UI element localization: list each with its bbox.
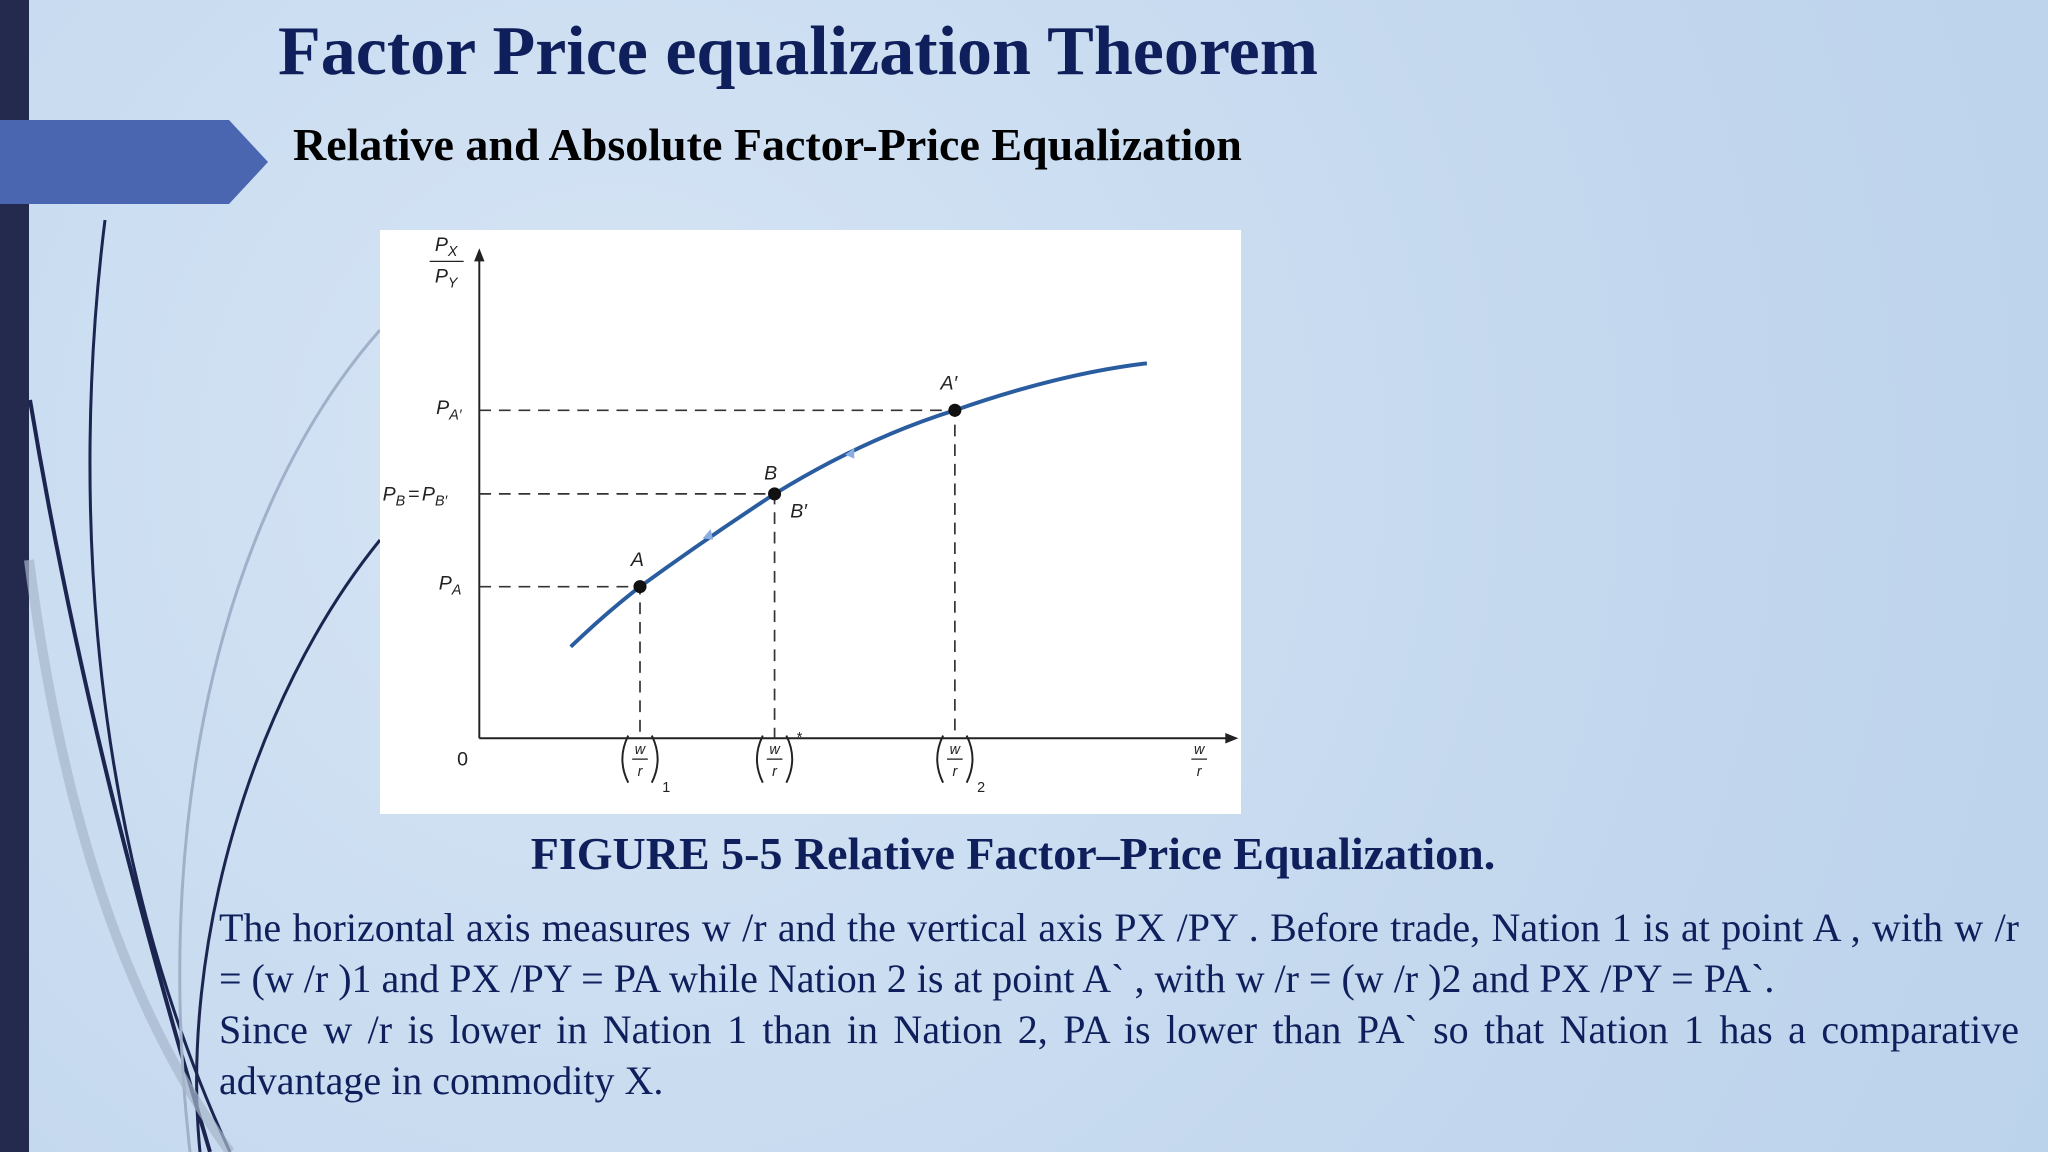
fraction-num: w [1194, 742, 1206, 758]
point-label: A′ [939, 372, 958, 394]
subtitle: Relative and Absolute Factor-Price Equal… [293, 119, 1242, 170]
body-text: The horizontal axis measures w /r and th… [219, 902, 2019, 1106]
fraction-num: w [769, 742, 781, 758]
arrow-banner [0, 120, 268, 204]
x-tick-sub: * [797, 730, 803, 746]
x-tick-sub: 1 [662, 780, 670, 796]
point-label: A [630, 549, 644, 571]
x-tick-sub: 2 [977, 780, 985, 796]
paragraph: Since w /r is lower in Nation 1 than in … [219, 1007, 2019, 1103]
point-label: B [764, 463, 777, 485]
paragraph: The horizontal axis measures w /r and th… [219, 905, 2019, 1001]
fraction-den: r [1197, 764, 1203, 780]
y-label: PX [435, 234, 459, 260]
parentheses [621, 735, 659, 784]
y-tick-label: PA′ [436, 397, 463, 423]
y-label: PY [435, 265, 459, 291]
point-label: B′ [790, 500, 808, 522]
caption: FIGURE 5-5 Relative Factor–Price Equaliz… [530, 828, 1496, 879]
deco-curve [178, 329, 382, 1152]
deco-curve [24, 559, 235, 1152]
point [633, 580, 647, 594]
fraction-num: w [635, 742, 647, 758]
fraction-num: w [950, 742, 962, 758]
deco-curve [88, 219, 232, 1152]
figure-background [380, 230, 1241, 814]
y-tick-label: PA [439, 572, 462, 598]
deco-curve [195, 539, 382, 1152]
fraction-den: r [952, 764, 958, 780]
point [948, 403, 962, 417]
fraction-den: r [638, 764, 644, 780]
point [768, 487, 782, 501]
title: Factor Price equalization Theorem [278, 13, 1319, 90]
y-tick-label: PB = PB′ [383, 483, 449, 509]
parentheses [936, 735, 974, 784]
curve [569, 361, 1148, 649]
parentheses [755, 735, 794, 784]
fraction-den: r [772, 764, 778, 780]
figure: PX PY PA′ PB = PB′ PA A B B′ A′ 0 wr1wr*wr… [380, 230, 1241, 814]
origin-label: 0 [457, 749, 468, 771]
